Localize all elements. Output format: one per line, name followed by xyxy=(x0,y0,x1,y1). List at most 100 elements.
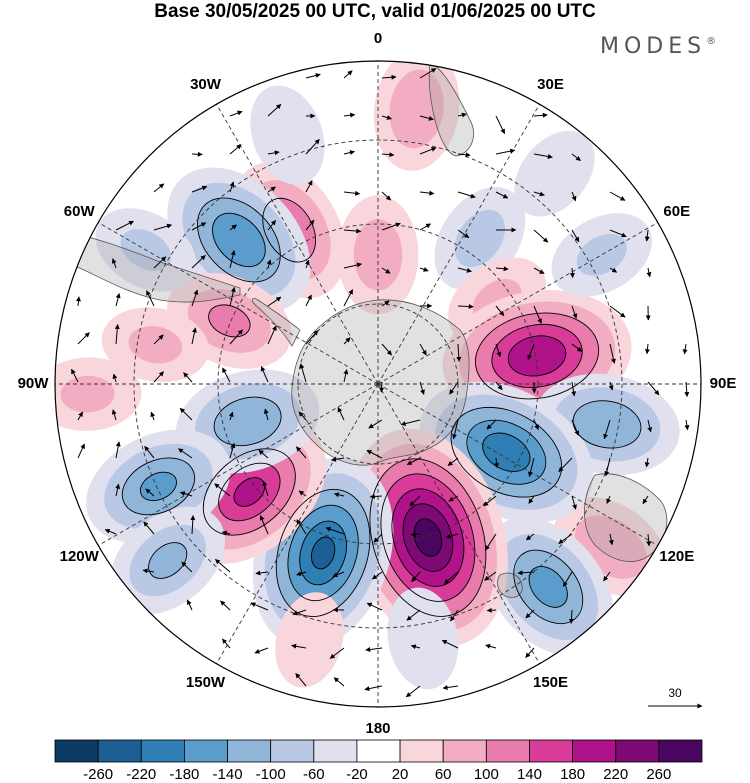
wind-vector xyxy=(485,643,497,649)
wind-vector xyxy=(684,381,690,398)
wind-vector xyxy=(267,296,282,307)
wind-vector xyxy=(229,250,236,269)
wind-vector xyxy=(305,180,313,193)
wind-vector xyxy=(495,381,503,391)
wind-vector xyxy=(533,229,549,243)
wind-vector xyxy=(603,571,611,582)
wind-vector xyxy=(260,366,269,383)
meridian-line xyxy=(377,383,658,546)
wind-vector xyxy=(568,609,574,624)
anomaly-level xyxy=(60,375,115,413)
wind-vector xyxy=(457,267,472,273)
wind-vector xyxy=(228,411,234,421)
wind-vector xyxy=(114,323,120,345)
contour-line xyxy=(139,471,177,502)
wind-vector xyxy=(333,677,345,687)
wind-vector xyxy=(495,115,506,135)
wind-vector xyxy=(181,561,193,573)
wind-vector xyxy=(267,219,277,231)
colorbar-tick-label: 60 xyxy=(434,766,452,783)
wind-vector xyxy=(642,495,649,505)
wind-vector xyxy=(267,325,277,345)
wind-vector xyxy=(304,259,310,269)
wind-vector xyxy=(267,186,276,193)
wind-vector xyxy=(528,495,535,504)
wind-vector xyxy=(298,490,307,497)
wind-vector xyxy=(229,442,236,459)
wind-vector xyxy=(343,262,363,269)
wind-vector xyxy=(606,495,611,504)
contour-line xyxy=(507,335,567,377)
contour-lines xyxy=(121,197,642,625)
wind-vector xyxy=(143,521,155,535)
wind-vector xyxy=(571,381,577,397)
wind-vector xyxy=(229,329,243,345)
wind-vector xyxy=(220,600,231,611)
negative-anomaly xyxy=(483,517,614,657)
colorbar-tick-label: -20 xyxy=(346,766,368,783)
wind-vector xyxy=(343,190,361,196)
wind-vector xyxy=(305,138,320,155)
wind-vector xyxy=(571,229,580,243)
map-boundary xyxy=(54,60,702,708)
wind-vector xyxy=(373,533,383,543)
wind-vector xyxy=(191,151,203,157)
wind-vector xyxy=(343,337,351,345)
reference-vector-value: 30 xyxy=(668,686,682,700)
wind-vector xyxy=(381,152,395,158)
wind-vector xyxy=(525,533,535,541)
wind-vector xyxy=(608,533,614,546)
longitude-label: 90E xyxy=(709,375,737,392)
wind-vector xyxy=(146,290,155,307)
wind-vector xyxy=(343,228,362,234)
wind-vector xyxy=(381,222,401,231)
wind-vector xyxy=(419,381,425,395)
wind-vector xyxy=(111,409,117,421)
wind-vector xyxy=(262,480,269,497)
wind-vector xyxy=(145,488,155,497)
wind-vector xyxy=(292,609,307,616)
wind-vector xyxy=(457,303,474,309)
latitude-circle xyxy=(133,139,623,629)
anomaly-level xyxy=(529,566,568,608)
wind-vector xyxy=(153,256,167,269)
wind-vector xyxy=(364,685,383,692)
wind-vector xyxy=(419,343,427,356)
contour-line xyxy=(466,419,547,485)
contour-line xyxy=(233,477,266,507)
anomaly-level xyxy=(514,130,595,217)
wind-vector xyxy=(604,457,611,477)
contour-line xyxy=(413,518,443,557)
wind-vector xyxy=(77,332,90,345)
wind-vector xyxy=(343,112,356,118)
wind-vector xyxy=(457,191,476,199)
anomaly-level xyxy=(389,69,444,149)
wind-vector xyxy=(222,367,231,383)
wind-vector xyxy=(411,571,421,583)
wind-vector xyxy=(609,305,626,318)
wind-vector xyxy=(250,602,269,611)
wind-vector xyxy=(562,571,573,587)
wind-vector xyxy=(229,286,236,307)
wind-vector xyxy=(381,267,391,274)
wind-vector xyxy=(486,419,497,430)
contour-line xyxy=(450,406,563,498)
wind-vector xyxy=(365,647,383,653)
wind-vector xyxy=(571,191,577,202)
wind-vector xyxy=(291,643,307,649)
wind-vector xyxy=(449,381,459,395)
colorbar-tick-label: -220 xyxy=(126,766,157,783)
wind-vector xyxy=(305,330,319,345)
wind-vector xyxy=(296,519,307,535)
wind-vector xyxy=(369,493,383,499)
wind-vector xyxy=(267,150,280,156)
wind-vector xyxy=(684,419,690,431)
contour-line xyxy=(213,396,282,447)
wind-vector xyxy=(647,419,653,433)
wind-vector xyxy=(571,153,581,161)
wind-vector xyxy=(483,495,497,507)
wind-vector xyxy=(191,289,199,307)
colorbar-tick-label: 180 xyxy=(560,766,586,783)
wind-vector xyxy=(296,571,307,576)
meridian-line xyxy=(216,104,379,385)
